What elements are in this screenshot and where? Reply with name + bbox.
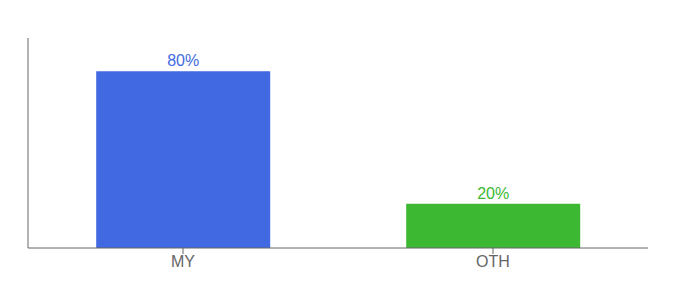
svg-text:20%: 20% xyxy=(477,185,509,202)
svg-text:80%: 80% xyxy=(167,52,199,69)
svg-text:MY: MY xyxy=(171,253,195,270)
svg-text:OTH: OTH xyxy=(476,253,510,270)
